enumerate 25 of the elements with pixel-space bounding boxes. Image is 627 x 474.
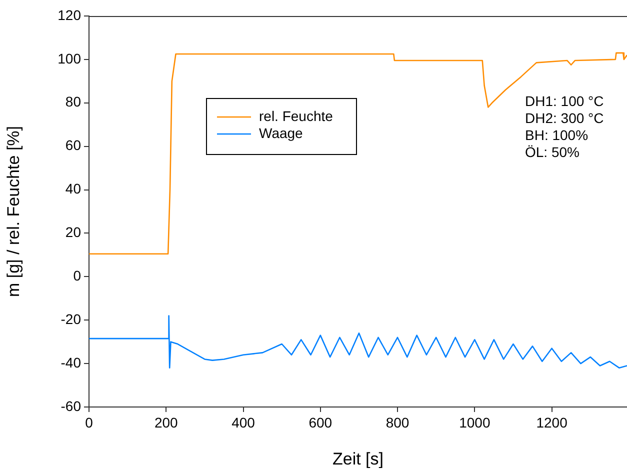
x-tick-label: 600 (308, 414, 332, 430)
y-tick-label: 60 (65, 137, 82, 154)
x-tick-label: 1000 (459, 414, 490, 430)
x-tick-label: 1200 (536, 414, 568, 430)
y-tick-label: 80 (65, 94, 82, 110)
annotation: DH1: 100 °C (525, 92, 604, 109)
y-tick-label: 100 (58, 50, 82, 66)
y-tick-label: -40 (60, 354, 82, 370)
x-tick-label: 200 (154, 414, 178, 430)
annotation: BH: 100% (525, 126, 588, 143)
legend-label: rel. Feuchte (259, 108, 334, 124)
x-tick-label: 0 (85, 414, 94, 430)
y-axis-title: m [g] / rel. Feuchte [%] (4, 126, 23, 298)
y-tick-label: 120 (58, 6, 82, 23)
annotation: ÖL: 50% (525, 144, 580, 160)
y-tick-label: -60 (60, 398, 82, 414)
legend-label: Waage (259, 124, 304, 141)
x-tick-label: 400 (232, 414, 256, 430)
x-axis-title: Zeit [s] (332, 449, 384, 468)
y-tick-label: 20 (65, 224, 82, 240)
annotation: DH2: 300 °C (525, 110, 604, 126)
y-tick-label: -20 (60, 310, 82, 327)
y-tick-label: 40 (65, 180, 82, 197)
x-tick-label: 800 (386, 414, 410, 430)
y-tick-label: 0 (73, 268, 82, 284)
